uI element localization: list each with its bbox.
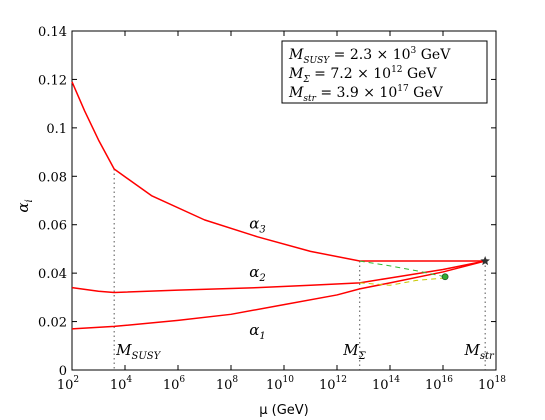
x-tick-label: 1010 [266,375,294,393]
marker-star [480,256,490,266]
scale-label-sub: Σ [358,351,367,362]
x-tick-exp: 10 [283,375,295,385]
x-tick-label: 106 [163,375,186,393]
x-tick-label: 104 [110,375,133,393]
series-line [359,260,446,278]
x-tick-base: 10 [425,378,442,393]
curve-label: α1 [249,321,266,342]
x-tick-exp: 14 [389,375,401,385]
legend-unit: GeV [409,85,444,101]
legend-symbol: M [288,85,304,101]
y-tick-label: 0.1 [46,122,67,137]
scale-label: MSUSY [115,341,161,362]
x-tick-base: 10 [57,378,74,393]
y-tick-label: 0.12 [38,73,67,88]
curve-label-sub: 1 [259,331,265,342]
x-tick-exp: 12 [336,375,347,385]
legend-value: = 3.9 × 10 [316,85,397,101]
curve-label-sub: 2 [258,273,265,284]
y-axis-title-sub: i [24,199,35,202]
legend-entry: MSUSY = 2.3 × 103 GeV [288,46,451,66]
x-tick-exp: 18 [495,375,507,385]
x-tick-exp: 8 [232,375,238,385]
legend-unit: GeV [403,66,438,82]
legend-value: = 7.2 × 10 [310,66,391,82]
x-tick-label: 102 [57,375,79,393]
legend-exponent: 17 [397,84,409,94]
x-axis-title: μ (GeV) [259,403,309,418]
x-tick-label: 108 [216,375,239,393]
legend-entry: MΣ = 7.2 × 1012 GeV [288,65,437,85]
scale-lines: MSUSY MΣ Mstr [113,169,496,370]
marker-point [441,273,449,281]
axis-ticks: 102 104 106 108 1010 1012 1014 1016 101800.020.0… [38,25,506,393]
legend-box [281,40,488,104]
legend-exponent: 12 [391,65,402,75]
x-tick-exp: 4 [126,375,132,385]
x-tick-exp: 6 [179,375,185,385]
x-tick-label: 1018 [478,375,506,393]
curve-label-main: α [249,214,259,232]
scale-label-sub: SUSY [132,351,162,362]
legend-exponent: 3 [411,46,417,56]
x-tick-base: 10 [216,378,233,393]
y-tick-label: 0.08 [38,170,67,185]
curve-label: α3 [249,214,266,235]
scale-label-main: M [115,341,132,359]
legend-symbol: M [288,66,304,82]
x-tick-base: 10 [266,378,283,393]
y-tick-label: 0.02 [38,316,67,331]
x-tick-base: 10 [110,378,127,393]
scale-label-sub: str [480,351,495,362]
legend-symbol-sub: SUSY [303,56,330,66]
legend-value: = 2.3 × 10 [329,47,410,63]
y-tick-label: 0.06 [38,219,67,234]
x-tick-label: 1012 [319,375,347,393]
legend-symbol: M [288,47,304,63]
x-tick-base: 10 [319,378,336,393]
curve-label-sub: 3 [259,224,265,235]
series-line [71,81,486,262]
y-tick-label: 0.04 [38,267,67,282]
scale-label: MΣ [342,341,366,362]
curve-label: α2 [249,263,266,284]
x-tick-exp: 2 [73,375,79,385]
scale-label-main: M [342,341,359,359]
series-line [71,260,486,294]
y-tick-label: 0 [59,364,67,379]
x-tick-label: 1016 [425,375,453,393]
scale-label: Mstr [464,341,496,362]
x-tick-base: 10 [163,378,180,393]
y-tick-label: 0.14 [38,25,67,40]
series-layer [71,81,486,330]
x-tick-base: 10 [478,378,495,393]
x-tick-base: 10 [372,378,389,393]
x-tick-exp: 16 [442,375,454,385]
legend-symbol-sub: str [303,94,316,104]
marker-layer [441,256,490,281]
legend-symbol-sub: Σ [302,75,310,85]
series-line [71,260,486,330]
scale-label-main: M [464,341,481,359]
curve-label-main: α [249,263,259,281]
curve-label-main: α [249,321,259,339]
y-axis-title-main: α [14,203,32,213]
legend-entry: Mstr = 3.9 × 1017 GeV [288,84,444,104]
y-axis-title: αi [14,199,35,212]
legend-unit: GeV [416,47,451,63]
x-tick-label: 1014 [372,375,400,393]
